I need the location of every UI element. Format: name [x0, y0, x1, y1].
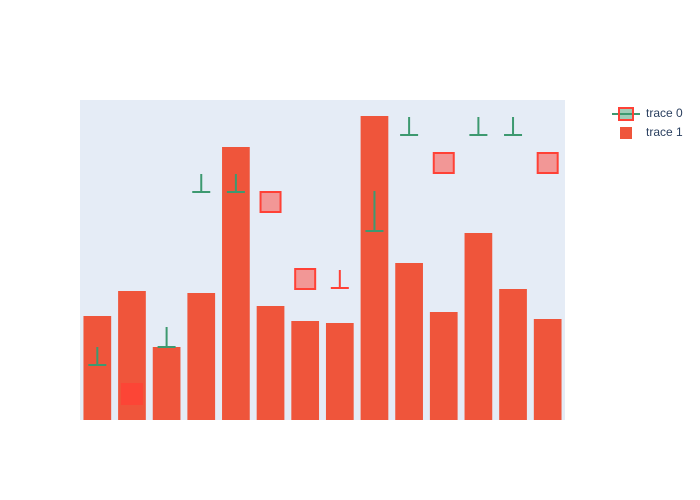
marker	[88, 347, 107, 366]
bar	[291, 321, 320, 420]
bar	[325, 323, 354, 420]
marker	[157, 327, 176, 348]
bar	[429, 312, 458, 420]
marker	[294, 268, 317, 290]
marker	[504, 117, 523, 136]
marker	[192, 174, 211, 193]
bar	[83, 316, 112, 420]
bar	[360, 116, 389, 420]
bar	[499, 289, 527, 420]
bar	[464, 233, 493, 420]
bar	[152, 347, 181, 420]
marker	[120, 383, 143, 405]
marker	[365, 191, 384, 232]
bar	[187, 293, 216, 420]
marker	[330, 270, 349, 289]
legend-label: trace 1	[646, 125, 683, 139]
marker	[536, 152, 559, 174]
legend-label: trace 0	[646, 106, 683, 120]
marker	[259, 191, 282, 213]
bar	[256, 306, 285, 420]
marker	[400, 117, 419, 136]
legend-swatch	[618, 107, 634, 121]
marker	[432, 152, 455, 174]
legend-swatch	[620, 127, 632, 139]
marker	[226, 174, 245, 193]
bar	[533, 319, 562, 420]
bar	[395, 263, 423, 420]
marker	[469, 117, 488, 136]
